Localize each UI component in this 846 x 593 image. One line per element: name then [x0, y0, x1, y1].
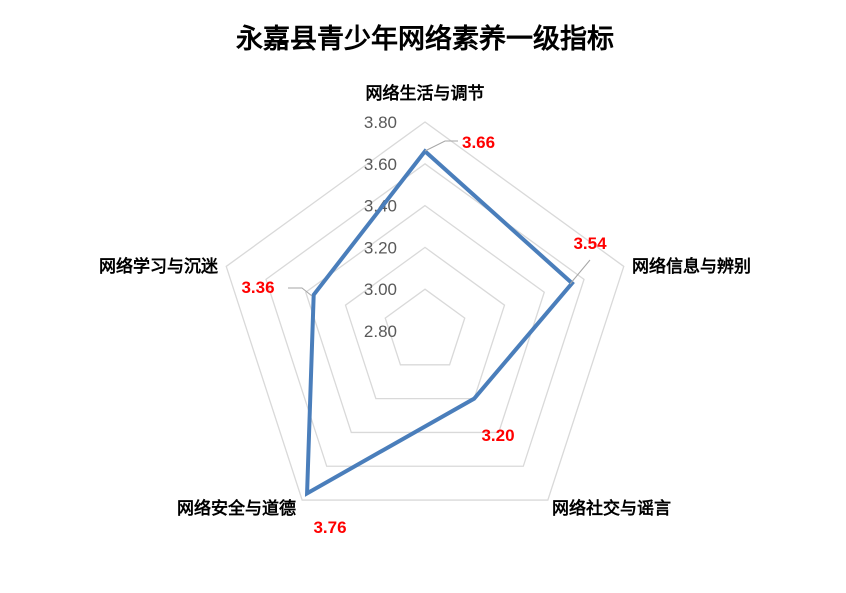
grid-ring [384, 288, 466, 366]
series-line [304, 148, 575, 497]
data-label: 3.66 [462, 133, 495, 152]
tick-label: 3.80 [364, 113, 397, 132]
tick-label: 2.80 [364, 322, 397, 341]
tick-labels: 2.803.003.203.403.603.80 [364, 113, 397, 341]
category-label: 网络社交与谣言 [552, 498, 671, 519]
grid-ring [344, 246, 506, 400]
data-label: 3.54 [573, 234, 607, 253]
tick-label: 3.60 [364, 155, 397, 174]
leader-line [288, 287, 313, 297]
category-label: 网络信息与辨别 [632, 256, 751, 277]
data-label: 3.20 [481, 426, 514, 445]
category-label: 网络生活与调节 [366, 83, 485, 104]
data-labels: 3.66 3.54 3.20 3.76 3.36 [241, 133, 607, 537]
data-label: 3.76 [313, 518, 346, 537]
series [304, 148, 575, 497]
leader-line [569, 259, 591, 285]
data-label: 3.36 [241, 278, 274, 297]
leader-line [424, 140, 458, 152]
chart-title: 永嘉县青少年网络素养一级指标 [235, 23, 614, 55]
grid [225, 121, 625, 501]
tick-label: 3.20 [364, 238, 397, 257]
grid-ring [265, 162, 585, 467]
category-label: 网络安全与道德 [177, 498, 296, 519]
grid-ring [225, 121, 625, 501]
tick-label: 3.00 [364, 280, 397, 299]
category-label: 网络学习与沉迷 [99, 256, 219, 277]
